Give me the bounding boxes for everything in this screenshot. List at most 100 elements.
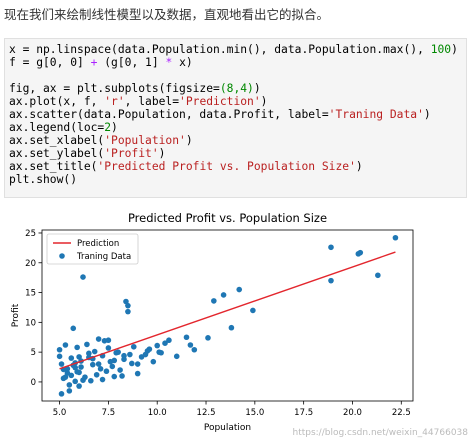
code-line: plt.show() xyxy=(9,173,466,186)
code-line: ax.scatter(data.Population, data.Profit,… xyxy=(9,108,466,121)
code-token: ) xyxy=(423,108,431,121)
data-point xyxy=(392,234,399,241)
data-point xyxy=(89,361,96,368)
code-line: f = g[0, 0] + (g[0, 1] * x) xyxy=(9,56,466,69)
code-token: * xyxy=(165,56,173,69)
code-token: ) xyxy=(253,82,261,95)
y-axis-label: Profit xyxy=(11,303,21,327)
code-token: ax.set_title( xyxy=(9,160,98,173)
code-token: x = np.linspace(data.Population.min(), d… xyxy=(9,43,431,56)
watermark: https://blog.csdn.net/weixin_44766038 xyxy=(292,428,468,438)
data-point xyxy=(86,350,92,357)
plot-output: Predicted Profit vs. Population Size 5.0 7… xyxy=(0,205,474,441)
x-tick-label: 10.0 xyxy=(148,408,167,418)
scatter-chart: Predicted Profit vs. Population Size 5.0 7… xyxy=(11,211,414,433)
code-token: x) xyxy=(172,56,193,69)
data-point xyxy=(88,377,94,384)
code-token: ) xyxy=(158,147,166,160)
data-point xyxy=(68,372,75,379)
code-token: ) xyxy=(260,95,268,108)
legend-point-swatch xyxy=(59,253,65,259)
data-point xyxy=(72,378,78,385)
data-point xyxy=(84,341,90,348)
data-point xyxy=(220,292,227,298)
data-point xyxy=(125,308,131,315)
y-tick-label: 20 xyxy=(25,259,36,269)
data-point xyxy=(72,364,78,371)
code-cell[interactable]: x = np.linspace(data.Population.min(), d… xyxy=(4,38,467,198)
x-tick-label: 20.0 xyxy=(343,408,362,418)
data-point xyxy=(117,367,123,373)
data-point xyxy=(74,344,80,351)
code-line: ax.plot(x, f, 'r', label='Prediction') xyxy=(9,95,466,108)
code-token: ax.scatter(data.Population, data.Profit,… xyxy=(9,108,329,121)
data-point xyxy=(58,391,65,397)
y-tick-label: 0 xyxy=(31,378,36,388)
data-point xyxy=(173,353,180,360)
data-point xyxy=(250,307,256,314)
data-point xyxy=(130,343,137,350)
code-token: ax.set_ylabel( xyxy=(9,147,105,160)
data-point xyxy=(129,360,135,367)
y-tick-label: 25 xyxy=(25,229,36,239)
x-tick-label: 17.5 xyxy=(294,408,313,418)
code-token: ax.legend(loc= xyxy=(9,121,105,134)
x-tick-label: 7.5 xyxy=(102,408,116,418)
intro-text: 现在我们来绘制线性模型以及数据，直观地看出它的拟合。 xyxy=(4,7,330,22)
data-point xyxy=(115,349,121,355)
data-point xyxy=(134,370,141,377)
code-token: ) xyxy=(355,160,363,173)
data-point xyxy=(375,272,381,279)
data-point xyxy=(111,357,118,364)
code-token: 'Prediction' xyxy=(179,95,261,108)
y-tick-label: 10 xyxy=(25,318,36,328)
data-point xyxy=(121,352,127,359)
prediction-line xyxy=(59,251,396,370)
data-point xyxy=(80,377,86,383)
x-tick-label: 15.0 xyxy=(245,408,264,418)
code-token: 2 xyxy=(104,121,112,134)
data-point xyxy=(93,371,100,378)
data-point xyxy=(125,302,131,309)
data-point xyxy=(162,340,168,347)
code-token: 'Profit' xyxy=(104,147,159,160)
plot-frame xyxy=(41,229,414,402)
data-point xyxy=(99,376,106,383)
data-point xyxy=(211,298,217,304)
data-point xyxy=(328,244,334,251)
data-point xyxy=(156,349,162,355)
data-point xyxy=(187,342,194,348)
data-point xyxy=(76,383,82,389)
data-point xyxy=(70,325,77,332)
data-point xyxy=(56,353,63,360)
code-token: fig, ax = plt.subplots(figsize= xyxy=(9,82,220,95)
code-token: (g[0, 1] xyxy=(97,56,166,69)
y-tick-label: 15 xyxy=(25,289,36,299)
code-token: ) xyxy=(451,43,458,56)
data-point xyxy=(105,337,112,344)
data-point xyxy=(357,249,364,256)
data-point xyxy=(119,373,125,379)
data-point xyxy=(205,335,211,341)
code-line: ax.set_xlabel('Population') xyxy=(9,134,466,147)
data-point xyxy=(64,366,71,372)
data-point xyxy=(105,345,112,351)
data-point xyxy=(236,286,243,293)
code-token: f = g[0, 0] xyxy=(9,56,91,69)
code-line xyxy=(9,69,466,82)
data-point xyxy=(103,368,110,375)
data-point xyxy=(78,364,84,370)
data-point xyxy=(191,346,198,353)
data-point xyxy=(62,342,69,348)
code-token: ax.plot(x, f, xyxy=(9,95,105,108)
legend-label: Traning Data xyxy=(76,252,131,262)
data-point xyxy=(76,369,82,376)
data-point xyxy=(328,277,334,284)
data-point xyxy=(66,388,73,394)
code-line: ax.set_ylabel('Profit') xyxy=(9,147,466,160)
data-point xyxy=(62,374,69,380)
data-point xyxy=(56,346,63,353)
code-line: x = np.linspace(data.Population.min(), d… xyxy=(9,43,466,56)
x-axis-label: Population xyxy=(204,423,251,433)
data-point xyxy=(150,358,157,365)
